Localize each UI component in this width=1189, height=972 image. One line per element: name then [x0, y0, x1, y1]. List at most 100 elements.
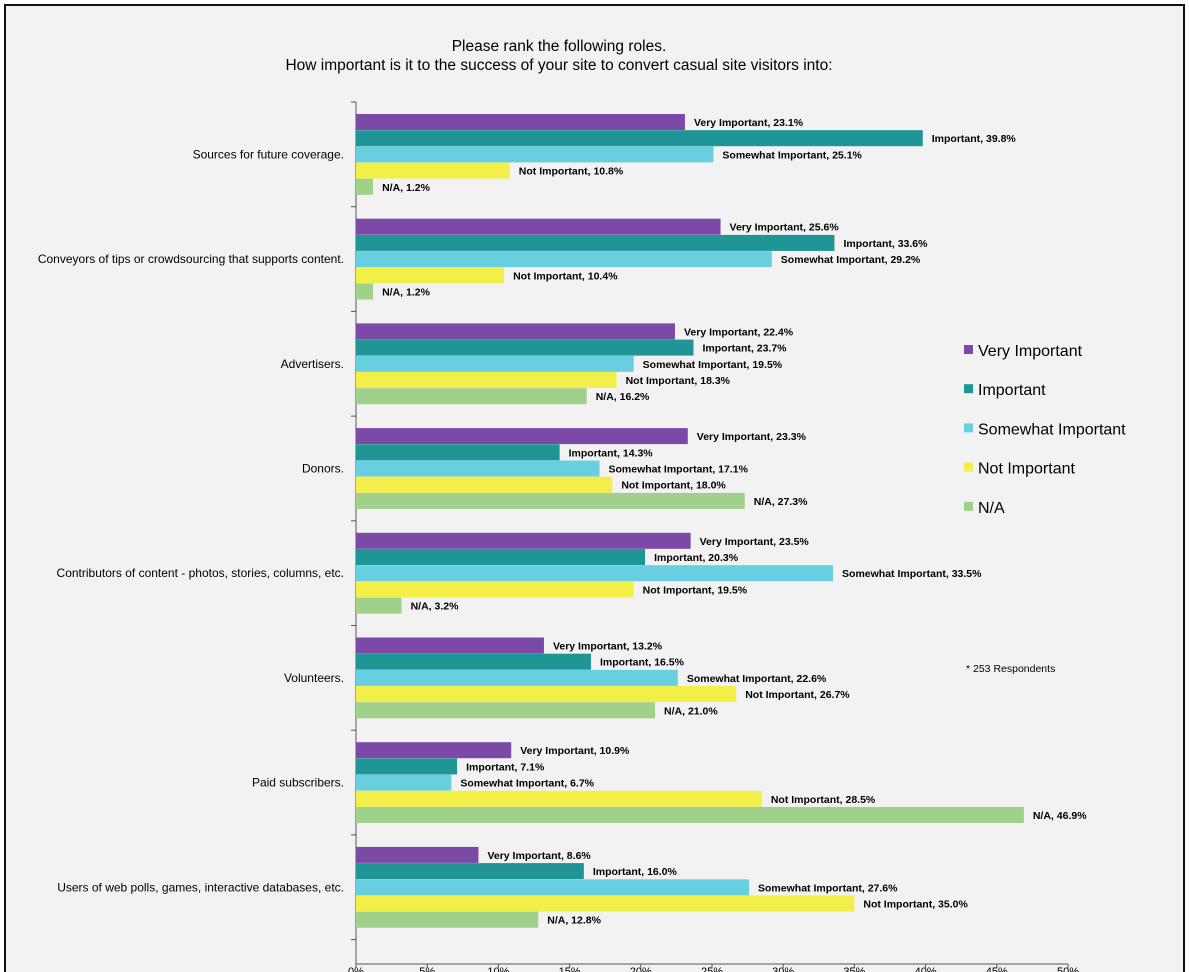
bar [356, 234, 835, 251]
bar [356, 267, 505, 284]
data-label: Somewhat Important, 25.1% [722, 149, 862, 161]
x-tick-label: 20% [630, 966, 652, 972]
data-label: Not Important, 19.5% [643, 584, 748, 596]
bar [356, 532, 691, 549]
bar [356, 130, 923, 147]
data-label: Very Important, 8.6% [487, 850, 591, 862]
bar [356, 460, 600, 477]
bar [356, 742, 512, 759]
chart-subtitle: How important is it to the success of yo… [285, 57, 832, 74]
legend-swatch [964, 462, 973, 472]
x-tick-label: 15% [559, 966, 581, 972]
legend-label: Important [978, 382, 1046, 399]
data-label: Important, 33.6% [843, 238, 928, 250]
data-label: Not Important, 10.8% [519, 166, 624, 178]
chart-title: Please rank the following roles. [452, 38, 667, 55]
bar [356, 178, 374, 195]
data-label: Very Important, 25.6% [730, 222, 840, 234]
legend-label: Somewhat Important [978, 421, 1126, 438]
x-tick-label: 40% [915, 966, 937, 972]
data-label: Somewhat Important, 6.7% [460, 778, 594, 790]
data-label: Somewhat Important, 22.6% [687, 673, 827, 685]
x-tick-label: 35% [843, 966, 865, 972]
data-label: Somewhat Important, 33.5% [842, 568, 982, 580]
bar [356, 637, 544, 654]
bar [356, 283, 374, 300]
data-label: Very Important, 13.2% [553, 641, 663, 653]
category-label: Donors. [302, 462, 344, 476]
bar [356, 669, 678, 686]
category-label: Conveyors of tips or crowdsourcing that … [38, 252, 344, 266]
bar [356, 372, 617, 388]
data-label: Somewhat Important, 29.2% [781, 254, 921, 266]
x-tick-label: 30% [772, 966, 794, 972]
bar [356, 807, 1024, 823]
bar [356, 388, 587, 405]
x-tick-label: 25% [701, 966, 723, 972]
bar [356, 565, 834, 582]
bar [356, 790, 762, 807]
chart-frame: Please rank the following roles. How imp… [4, 4, 1185, 972]
data-label: Important, 7.1% [466, 761, 545, 773]
x-tick-label: 0% [348, 966, 364, 972]
bar [356, 581, 634, 598]
data-label: Not Important, 35.0% [863, 899, 968, 911]
category-label: Advertisers. [281, 357, 344, 371]
bar [356, 702, 656, 719]
legend-label: Very Important [978, 343, 1083, 360]
bar [356, 323, 675, 340]
data-label: Important, 14.3% [569, 447, 654, 459]
data-label: Very Important, 23.1% [694, 117, 804, 129]
legend-label: N/A [978, 500, 1005, 517]
bar [356, 758, 458, 775]
data-label: Very Important, 23.3% [697, 431, 807, 443]
legend-label: Not Important [978, 461, 1075, 478]
data-label: Important, 16.5% [600, 657, 685, 669]
bar [356, 162, 510, 179]
bar [356, 355, 634, 372]
bar-chart: Please rank the following roles. How imp… [38, 38, 1126, 972]
data-label: Very Important, 22.4% [684, 326, 794, 338]
bar [356, 774, 452, 791]
data-label: N/A, 1.2% [382, 182, 431, 194]
data-label: N/A, 1.2% [382, 287, 431, 299]
legend-swatch [964, 345, 973, 354]
data-label: Very Important, 23.5% [700, 536, 810, 548]
bar [356, 879, 750, 896]
bar [356, 863, 584, 880]
bar [356, 146, 714, 163]
data-label: N/A, 12.8% [547, 915, 601, 927]
data-label: Somewhat Important, 19.5% [643, 359, 783, 371]
legend-swatch [964, 384, 973, 394]
x-tick-label: 45% [986, 966, 1008, 972]
bar [356, 114, 685, 130]
data-label: Not Important, 10.4% [513, 270, 618, 282]
category-label: Volunteers. [284, 671, 344, 685]
bar [356, 846, 479, 863]
data-label: Very Important, 10.9% [520, 745, 630, 757]
bar [356, 597, 402, 614]
data-label: Important, 23.7% [702, 343, 787, 355]
bar [356, 686, 737, 703]
bar [356, 911, 539, 928]
data-label: Important, 39.8% [932, 133, 1017, 145]
data-label: Not Important, 28.5% [771, 794, 876, 806]
bar [356, 549, 646, 565]
data-label: N/A, 16.2% [596, 391, 650, 403]
x-tick-label: 5% [419, 966, 435, 972]
category-label: Paid subscribers. [252, 776, 344, 790]
bar [356, 428, 688, 445]
bar [356, 218, 721, 235]
bar [356, 492, 745, 509]
bar [356, 476, 613, 493]
bar [356, 653, 591, 670]
data-label: Important, 16.0% [593, 866, 678, 878]
bar [356, 444, 560, 461]
x-tick-label: 50% [1057, 966, 1079, 972]
data-label: Somewhat Important, 17.1% [609, 464, 749, 476]
data-label: Not Important, 18.0% [621, 480, 726, 492]
category-label: Contributors of content - photos, storie… [57, 566, 344, 580]
respondents-note: * 253 Respondents [966, 663, 1055, 675]
legend-swatch [964, 423, 973, 433]
bar [356, 895, 855, 912]
